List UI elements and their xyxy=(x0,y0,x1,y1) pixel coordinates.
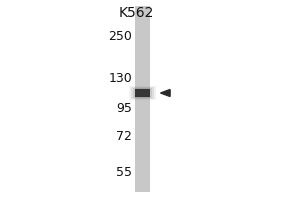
FancyBboxPatch shape xyxy=(133,88,152,98)
FancyBboxPatch shape xyxy=(135,89,150,97)
Text: K562: K562 xyxy=(119,6,154,20)
FancyBboxPatch shape xyxy=(135,89,150,97)
FancyBboxPatch shape xyxy=(129,86,156,100)
Text: 130: 130 xyxy=(108,72,132,86)
Text: 72: 72 xyxy=(116,130,132,142)
Polygon shape xyxy=(160,89,170,97)
FancyBboxPatch shape xyxy=(135,6,150,192)
Text: 250: 250 xyxy=(108,29,132,43)
Text: 95: 95 xyxy=(116,102,132,116)
Text: 55: 55 xyxy=(116,166,132,178)
FancyBboxPatch shape xyxy=(131,87,154,99)
